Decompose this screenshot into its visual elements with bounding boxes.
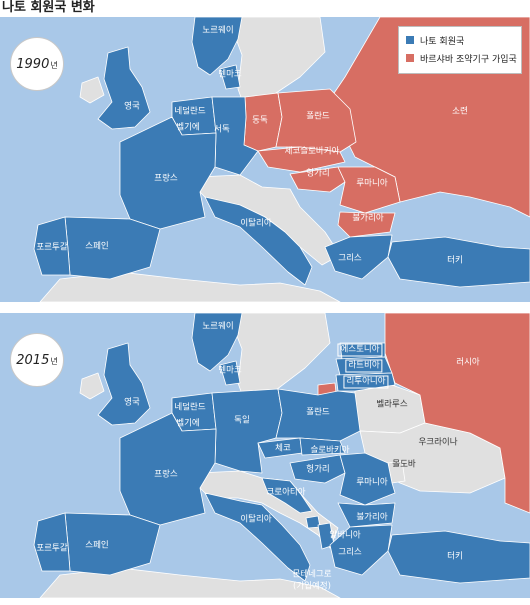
slovakia-2015 <box>299 437 346 456</box>
year-suffix-1990: 년 <box>50 61 58 70</box>
label-italy-1990: 이탈리아 <box>240 218 272 229</box>
label-bulgaria-2015: 불가리아 <box>356 512 388 523</box>
label-romania-2015: 루마니아 <box>356 477 388 488</box>
spain-2015 <box>64 512 161 576</box>
portugal-1990 <box>33 216 71 276</box>
germany-2015 <box>211 388 283 474</box>
norway-1990 <box>191 17 243 76</box>
label-czech-2015: 체코 <box>275 443 291 454</box>
label-latvia-2015: 라트비아 <box>345 359 383 373</box>
map-1990: 1990 년 나토 회원국 바르샤바 조약기구 가입국 노르웨이 덴마크 영국 네… <box>0 17 530 302</box>
label-moldova-2015: 몰도바 <box>392 459 416 470</box>
label-romania-1990: 루마니아 <box>356 178 388 189</box>
label-uk-2015: 영국 <box>124 397 140 408</box>
label-russia-2015: 러시아 <box>456 357 480 368</box>
italy-1990 <box>204 196 313 286</box>
france-1990 <box>119 116 217 230</box>
label-belgium-1990: 벨기에 <box>176 122 200 133</box>
label-france-1990: 프랑스 <box>154 173 178 184</box>
poland-2015 <box>275 388 361 442</box>
year-suffix-2015: 년 <box>50 357 58 366</box>
hungary-1990 <box>289 166 346 193</box>
norway-2015 <box>191 313 243 372</box>
label-greece-2015: 그리스 <box>338 547 362 558</box>
label-denmark-2015: 덴마크 <box>218 365 242 376</box>
north-africa-1990 <box>39 271 341 302</box>
label-turkey-1990: 터키 <box>447 255 463 266</box>
year-2015: 2015 <box>16 352 50 368</box>
legend-warsaw-swatch <box>406 54 414 62</box>
ireland-1990 <box>79 76 105 104</box>
bulgaria-1990 <box>337 211 396 238</box>
label-montenegro-2015: 몬테네그로 <box>292 569 332 580</box>
denmark-2015 <box>219 360 241 386</box>
legend-warsaw: 바르샤바 조약기구 가입국 <box>399 49 521 67</box>
map-2015: 2015 년 노르웨이 덴마크 영국 네덜란드 벨기에 독일 폴란드 체코 슬로바… <box>0 313 530 598</box>
label-italy-2015: 이탈리아 <box>240 514 272 525</box>
legend-nato: 나토 회원국 <box>399 31 521 49</box>
bulgaria-2015 <box>337 502 396 528</box>
label-belarus-2015: 벨라루스 <box>376 399 408 410</box>
label-norway-2015: 노르웨이 <box>202 321 234 332</box>
label-albania-2015: 알바니아 <box>329 530 361 541</box>
label-spain-2015: 스페인 <box>85 540 109 551</box>
label-ukraine-2015: 우크라이나 <box>418 437 458 448</box>
turkey-1990 <box>387 236 530 288</box>
legend-nato-label: 나토 회원국 <box>420 36 465 47</box>
legend: 나토 회원국 바르샤바 조약기구 가입국 <box>398 26 522 74</box>
denmark-1990 <box>219 64 241 90</box>
romania-1990 <box>337 166 401 214</box>
label-hungary-2015: 헝가리 <box>306 464 330 475</box>
uk-2015 <box>97 342 151 426</box>
label-netherlands-1990: 네덜란드 <box>174 106 206 117</box>
label-greece-1990: 그리스 <box>338 253 362 264</box>
year-1990: 1990 <box>16 56 50 72</box>
label-west-germany-1990: 서독 <box>214 124 230 135</box>
label-portugal-2015: 포르투갈 <box>36 543 68 554</box>
label-croatia-2015: 크로아티아 <box>266 487 306 498</box>
label-lithuania-2015: 리투아니아 <box>343 375 389 389</box>
czechoslovakia-1990 <box>257 146 346 173</box>
label-east-germany-1990: 동독 <box>252 115 268 126</box>
year-badge-1990: 1990 년 <box>10 37 64 91</box>
legend-nato-swatch <box>406 36 414 44</box>
label-ussr-1990: 소련 <box>452 106 468 117</box>
label-montenegro-note-2015: (가입예정) <box>293 581 331 592</box>
turkey-2015 <box>387 530 530 584</box>
label-estonia-2015: 에스토니아 <box>337 343 383 357</box>
map-2015-svg <box>33 313 530 598</box>
label-portugal-1990: 포르투갈 <box>36 242 68 253</box>
portugal-2015 <box>33 512 71 572</box>
ireland-2015 <box>79 372 105 400</box>
label-poland-2015: 폴란드 <box>306 407 330 418</box>
year-badge-2015: 2015 년 <box>10 333 64 387</box>
label-norway-1990: 노르웨이 <box>202 25 234 36</box>
label-germany-2015: 독일 <box>234 415 250 426</box>
romania-2015 <box>339 452 396 506</box>
label-uk-1990: 영국 <box>124 101 140 112</box>
label-slovakia-2015: 슬로바키아 <box>310 445 350 456</box>
label-turkey-2015: 터키 <box>447 551 463 562</box>
label-spain-1990: 스페인 <box>85 241 109 252</box>
label-bulgaria-1990: 불가리아 <box>352 213 384 224</box>
label-czechoslovakia-1990: 체코슬로바키아 <box>284 146 340 157</box>
italy-2015 <box>204 492 311 582</box>
spain-1990 <box>64 216 161 280</box>
legend-warsaw-label: 바르샤바 조약기구 가입국 <box>420 54 517 65</box>
hungary-2015 <box>289 454 346 484</box>
label-belgium-2015: 벨기에 <box>176 418 200 429</box>
label-hungary-1990: 헝가리 <box>306 168 330 179</box>
label-poland-1990: 폴란드 <box>306 111 330 122</box>
label-netherlands-2015: 네덜란드 <box>174 402 206 413</box>
page-title: 나토 회원국 변화 <box>2 0 95 15</box>
uk-1990 <box>97 46 151 130</box>
slovenia-croatia-2015 <box>261 477 313 514</box>
label-denmark-1990: 덴마크 <box>218 69 242 80</box>
north-africa-2015 <box>39 567 341 598</box>
france-2015 <box>119 412 217 526</box>
label-france-2015: 프랑스 <box>154 469 178 480</box>
